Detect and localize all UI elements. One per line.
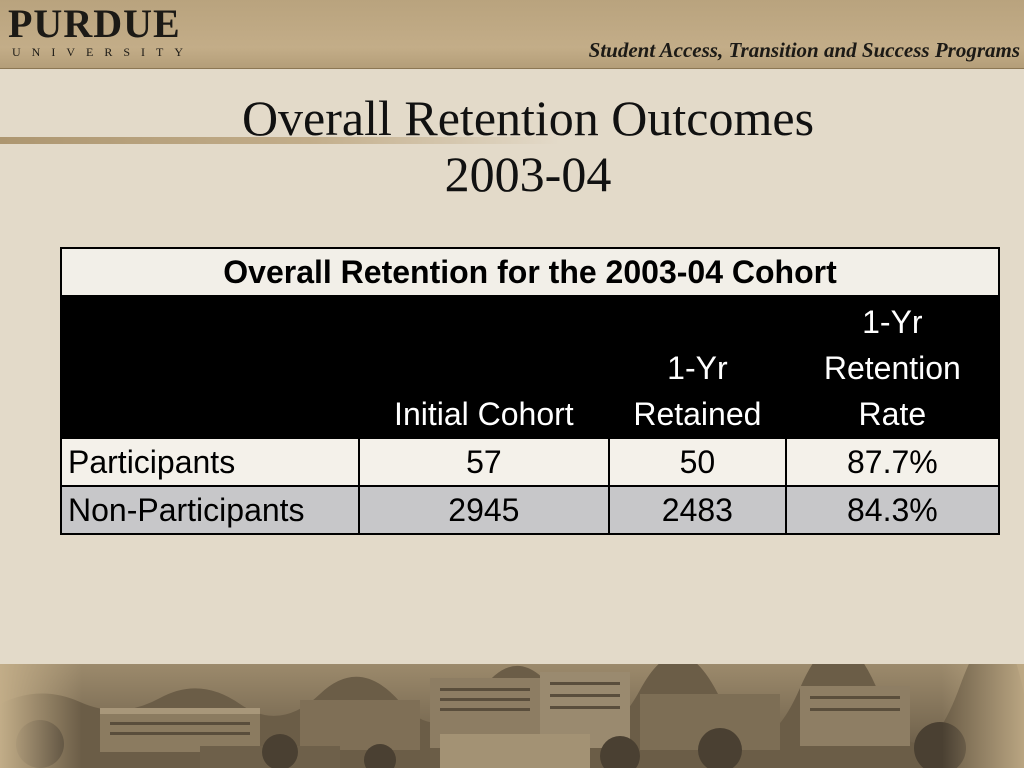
slide-title-line1: Overall Retention Outcomes [241,90,815,146]
header-line: 1-Yr [667,350,728,386]
table-header-row: Initial Cohort 1-Yr Retained 1-Yr Retent… [60,295,1001,439]
row-label: Non-Participants [60,485,360,535]
header-line: Initial Cohort [394,396,574,432]
header-line: Retention [823,350,961,386]
header-line: Retained [633,396,762,432]
table-caption: Overall Retention for the 2003-04 Cohort [60,247,1000,297]
header-line: 1-Yr [862,304,923,340]
slide-title-line2: 2003-04 [444,146,612,202]
campus-photo-icon [0,664,1024,768]
header-band: PURDUE UNIVERSITY Student Access, Transi… [0,0,1024,69]
header-cell-retention-rate: 1-Yr Retention Rate [784,295,1001,439]
retained-cell: 50 [608,437,787,487]
retention-rate-cell: 87.7% [784,437,1001,487]
header-line: Rate [858,396,927,432]
purdue-logo-word: PURDUE [8,1,181,46]
header-cell-label [60,295,360,439]
header-cell-initial-cohort: Initial Cohort [357,295,611,439]
row-label: Participants [60,437,360,487]
accent-line [0,137,560,144]
purdue-logo-sub: UNIVERSITY [12,45,194,59]
retention-rate-cell: 84.3% [784,485,1001,535]
header-cell-retained: 1-Yr Retained [608,295,787,439]
table-row: Non-Participants 2945 2483 84.3% [60,485,1001,535]
initial-cohort-cell: 57 [357,437,611,487]
slide-title: Overall Retention Outcomes 2003-04 [0,90,1024,202]
retained-cell: 2483 [608,485,787,535]
initial-cohort-cell: 2945 [357,485,611,535]
program-title: Student Access, Transition and Success P… [588,38,1020,62]
table-caption-row: Overall Retention for the 2003-04 Cohort [60,247,1000,297]
table-row: Participants 57 50 87.7% [60,437,1001,487]
retention-table: Overall Retention for the 2003-04 Cohort… [60,247,1001,535]
